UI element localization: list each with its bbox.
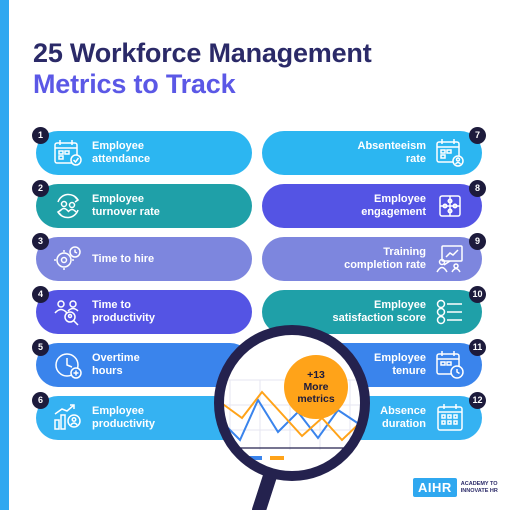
- title-line-2: Metrics to Track: [33, 69, 236, 99]
- more-metrics-badge: +13 More metrics: [284, 355, 348, 419]
- team-search-icon: [54, 300, 79, 326]
- metric-label: Employee attendance: [92, 140, 151, 165]
- growth-person-icon: [54, 404, 81, 430]
- aihr-logo: AIHR ACADEMY TO INNOVATE HR: [413, 478, 498, 497]
- metric-time-to-hire: 3 Time to hire: [32, 233, 252, 281]
- metric-label: Employee satisfaction score: [332, 299, 426, 324]
- metric-absenteeism-rate: 7 Absenteeism rate: [262, 127, 486, 175]
- clock-plus-icon: [55, 353, 82, 379]
- metric-number: 5: [32, 339, 49, 356]
- logo-brand: AIHR: [413, 478, 457, 497]
- metric-number: 11: [469, 339, 486, 356]
- metric-number: 10: [469, 286, 486, 303]
- calendar-person-icon: [436, 139, 464, 167]
- metric-number: 12: [469, 392, 486, 409]
- left-accent-bar: [0, 0, 9, 510]
- metric-label: Employee turnover rate: [92, 193, 160, 218]
- rating-list-icon: [436, 299, 462, 325]
- metric-number: 2: [32, 180, 49, 197]
- metric-label: Employee tenure: [374, 352, 426, 377]
- metric-number: 9: [469, 233, 486, 250]
- calendar-clock-icon: [436, 351, 464, 379]
- puzzle-team-icon: [439, 195, 461, 217]
- page-title: 25 Workforce Management Metrics to Track: [33, 38, 372, 100]
- metric-employee-engagement: 8 Employee engagement: [262, 180, 486, 228]
- metric-time-to-productivity: 4 Time to productivity: [32, 286, 252, 334]
- calendar-grid-icon: [437, 404, 463, 431]
- metric-label: Overtime hours: [92, 352, 140, 377]
- metric-label: Training completion rate: [344, 246, 426, 271]
- metric-training-completion-rate: 9 Training completion rate: [262, 233, 486, 281]
- title-line-1: 25 Workforce Management: [33, 38, 372, 68]
- metric-overtime-hours: 5 Overtime hours: [32, 339, 252, 387]
- metric-employee-satisfaction-score: 10 Employee satisfaction score: [262, 286, 486, 334]
- metric-number: 1: [32, 127, 49, 144]
- presentation-icon: [436, 245, 463, 273]
- metric-label: Employee productivity: [92, 405, 155, 430]
- gear-clock-icon: [54, 246, 81, 270]
- metric-label: Time to hire: [92, 252, 155, 265]
- people-cycle-icon: [56, 193, 80, 219]
- metric-employee-attendance: 1 Employee attendance: [32, 127, 252, 175]
- metric-label: Time to productivity: [92, 299, 155, 324]
- metric-label: Employee engagement: [361, 193, 426, 218]
- calendar-check-icon: [54, 140, 82, 166]
- metric-number: 6: [32, 392, 49, 409]
- metric-label: Absenteeism rate: [357, 140, 426, 165]
- metric-number: 7: [469, 127, 486, 144]
- metric-label: Absence duration: [380, 405, 426, 430]
- metric-employee-turnover-rate: 2 Employee turnover rate: [32, 180, 252, 228]
- metric-number: 4: [32, 286, 49, 303]
- metric-employee-productivity: 6 Employee productivity: [32, 392, 252, 440]
- metric-number: 8: [469, 180, 486, 197]
- metric-number: 3: [32, 233, 49, 250]
- logo-tagline: ACADEMY TO INNOVATE HR: [460, 481, 498, 494]
